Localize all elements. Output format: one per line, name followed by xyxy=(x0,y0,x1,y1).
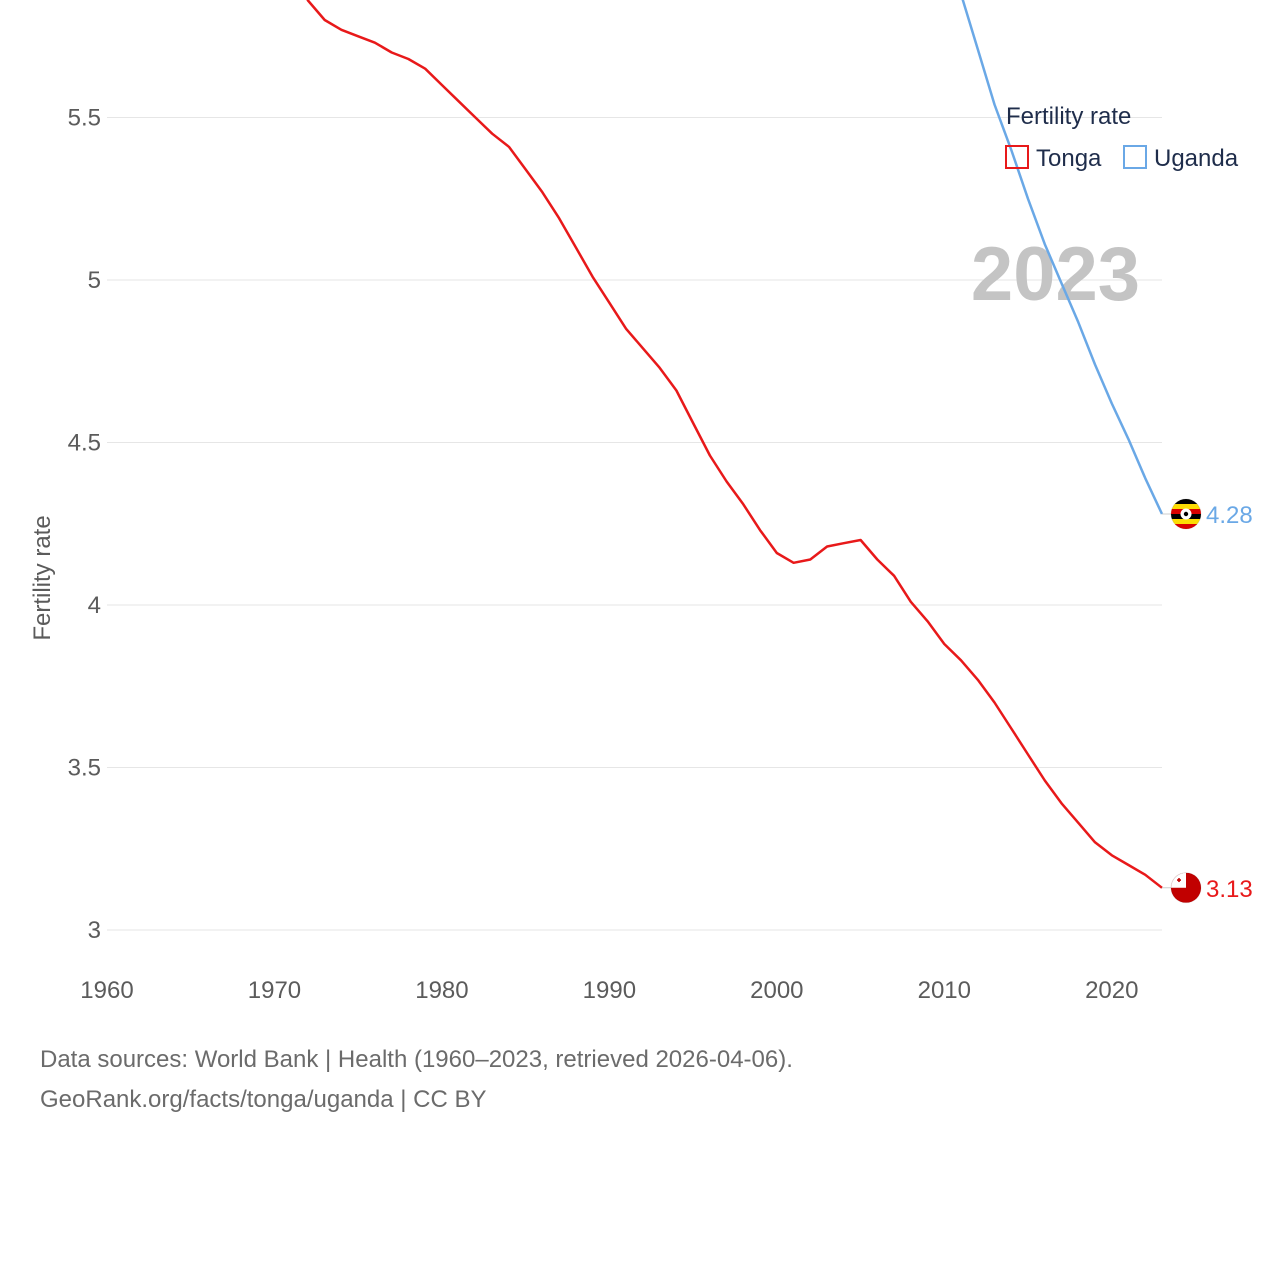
source-note: Data sources: World Bank | Health (1960–… xyxy=(40,1040,793,1120)
x-tick-label: 1970 xyxy=(248,977,301,1004)
y-tick-label: 4 xyxy=(88,592,101,619)
series-line-uganda xyxy=(961,0,1164,515)
legend-swatch-tonga xyxy=(1005,145,1029,169)
end-label-uganda: 4.28 xyxy=(1206,502,1253,529)
legend-item-tonga[interactable]: Tonga xyxy=(1005,145,1102,172)
x-tick-label: 2000 xyxy=(750,977,803,1004)
legend: Fertility rate Tonga Uganda xyxy=(1005,103,1239,172)
end-label-tonga: 3.13 xyxy=(1206,876,1253,903)
source-line-2: GeoRank.org/facts/tonga/uganda | CC BY xyxy=(40,1086,487,1113)
year-label: 2023 xyxy=(971,232,1140,317)
x-tick-label: 1990 xyxy=(583,977,636,1004)
x-tick-label: 2020 xyxy=(1085,977,1138,1004)
x-tick-label: 1980 xyxy=(415,977,468,1004)
tonga-flag-icon xyxy=(1170,872,1202,904)
source-line-1: Data sources: World Bank | Health (1960–… xyxy=(40,1046,793,1073)
x-tick-label: 2010 xyxy=(918,977,971,1004)
series-end-markers: 3.13 4.28 xyxy=(1162,498,1253,904)
legend-title: Fertility rate xyxy=(1006,103,1131,130)
series-lines xyxy=(306,0,1164,889)
series-line-tonga xyxy=(306,0,1163,889)
x-axis-ticks: 1960 1970 1980 1990 2000 2010 2020 xyxy=(80,977,1138,1004)
y-tick-label: 3.5 xyxy=(68,755,101,782)
legend-label-tonga: Tonga xyxy=(1036,145,1102,172)
legend-item-uganda[interactable]: Uganda xyxy=(1123,145,1239,172)
y-tick-label: 5 xyxy=(88,267,101,294)
y-tick-label: 3 xyxy=(88,917,101,944)
legend-label-uganda: Uganda xyxy=(1154,145,1239,172)
legend-swatch-uganda xyxy=(1123,145,1147,169)
x-tick-label: 1960 xyxy=(80,977,133,1004)
y-tick-label: 4.5 xyxy=(68,430,101,457)
y-tick-label: 5.5 xyxy=(68,105,101,132)
gridlines xyxy=(107,117,1162,931)
uganda-flag-icon xyxy=(1170,498,1202,530)
y-axis-label: Fertility rate xyxy=(29,515,56,640)
y-axis-ticks: 33.544.555.566.57 xyxy=(68,105,101,945)
